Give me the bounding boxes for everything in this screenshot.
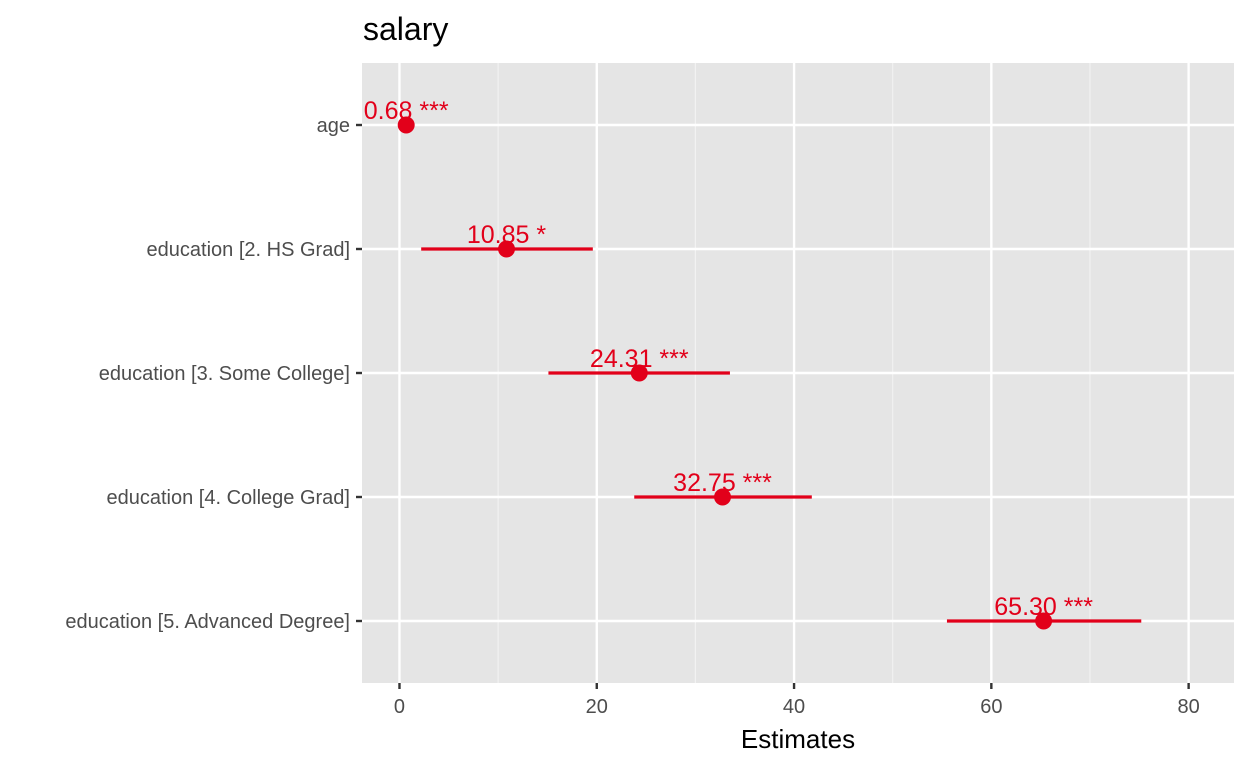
y-tick-label: education [2. HS Grad] — [147, 239, 350, 261]
y-axis: age education [2. HS Grad] education [3. S… — [65, 115, 362, 633]
estimate-point — [498, 240, 516, 258]
x-axis: 0 20 40 60 80 — [394, 683, 1200, 718]
x-axis-label: Estimates — [741, 724, 855, 754]
chart-title: salary — [363, 11, 448, 47]
estimate-point — [397, 116, 415, 134]
y-tick-label: education [5. Advanced Degree] — [65, 611, 350, 633]
data-marks: 0.68 *** 10.85 * 24.31 *** 32.75 *** 65.30 *… — [364, 97, 1142, 630]
y-tick-label: age — [317, 115, 350, 137]
estimate-point — [714, 488, 732, 506]
estimate-label: 24.31 *** — [590, 345, 689, 373]
y-tick-label: education [4. College Grad] — [107, 487, 351, 509]
x-tick-label: 80 — [1177, 696, 1199, 718]
x-tick-label: 40 — [783, 696, 805, 718]
estimate-label: 0.68 *** — [364, 97, 449, 125]
estimate-point — [1035, 612, 1053, 630]
x-tick-label: 60 — [980, 696, 1002, 718]
estimate-label: 10.85 * — [467, 221, 547, 249]
estimate-point — [630, 364, 648, 382]
estimate-label: 65.30 *** — [994, 593, 1093, 621]
y-tick-label: education [3. Some College] — [99, 363, 350, 385]
x-tick-label: 20 — [586, 696, 608, 718]
estimate-label: 32.75 *** — [673, 469, 772, 497]
x-tick-label: 0 — [394, 696, 405, 718]
